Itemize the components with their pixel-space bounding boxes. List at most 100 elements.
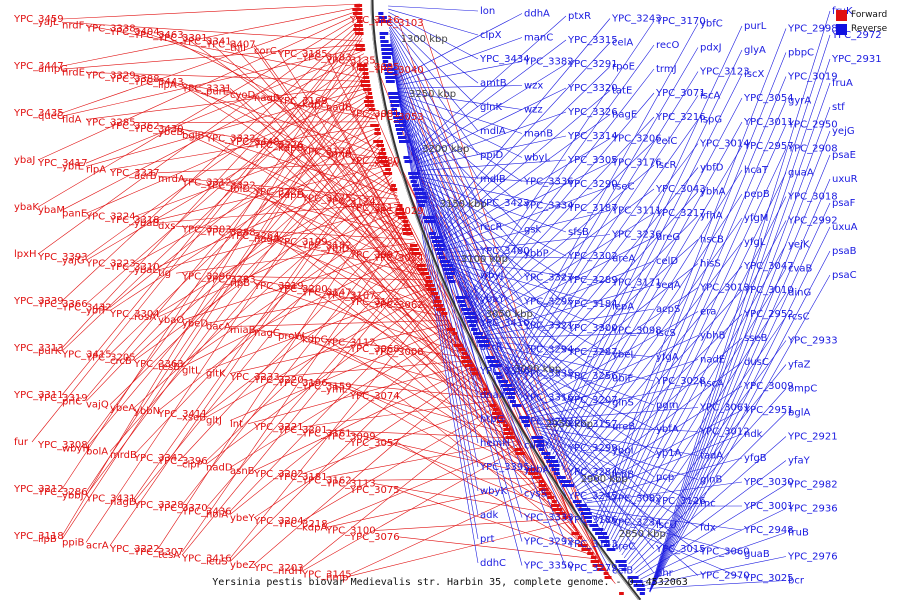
feature-label-forward[interactable]: YPC_3182 [301,240,352,251]
feature-label-forward[interactable]: acrA [86,541,109,552]
feature-label-reverse[interactable]: yejK [788,240,810,251]
feature-label-reverse[interactable]: YPC_3001 [743,501,794,512]
feature-label-forward[interactable]: ybaO [158,315,184,326]
feature-label-forward[interactable]: YPC_3329 [85,71,136,82]
feature-label-reverse[interactable]: nagE [612,110,637,121]
feature-label-forward[interactable]: nrdE [62,67,85,78]
feature-label-forward[interactable]: fur [14,437,29,448]
feature-label-reverse[interactable]: prt [480,534,494,545]
feature-label-forward[interactable]: YPC_3124 [325,197,376,208]
feature-label-reverse[interactable]: YPC_3126 [655,496,706,507]
feature-label-reverse[interactable]: YPC_2936 [787,504,838,515]
feature-label-reverse[interactable]: YPC_3170 [655,16,706,27]
feature-label-forward[interactable]: kdpA [302,522,327,533]
feature-label-forward[interactable]: ybeY [230,513,255,524]
feature-label-forward[interactable]: YPC_3407 [205,40,256,51]
feature-label-reverse[interactable]: guaB [744,549,770,560]
feature-label-reverse[interactable]: amtB [480,78,507,89]
feature-label-forward[interactable]: YPC_3417 [37,158,88,169]
feature-label-reverse[interactable]: lepA [612,302,634,313]
feature-label-reverse[interactable]: YPC_2998 [787,24,838,35]
feature-label-reverse[interactable]: YPC_3400 [479,246,530,257]
feature-label-forward[interactable]: YPC_3102 [349,297,400,308]
feature-label-reverse[interactable]: YPC_3292 [523,537,574,548]
feature-label-reverse[interactable]: YPC_3350 [523,561,574,572]
feature-label-reverse[interactable]: sseB [744,333,768,344]
feature-label-forward[interactable]: YPC_3411 [157,409,208,420]
feature-label-forward[interactable]: YPC_3416 [181,553,232,564]
feature-label-reverse[interactable]: ybaY [480,294,505,305]
feature-label-forward[interactable]: YPC_3396 [157,456,208,467]
feature-label-reverse[interactable]: YPC_3386 [479,366,530,377]
feature-label-reverse[interactable]: YPC_3290 [567,179,618,190]
feature-label-reverse[interactable]: YPC_3019 [787,72,838,83]
feature-label-reverse[interactable]: hcaT [744,165,769,176]
feature-label-reverse[interactable]: bglA [788,408,810,419]
feature-label-forward[interactable]: mrdB [110,450,137,461]
feature-label-reverse[interactable]: ureA [612,254,635,265]
feature-label-reverse[interactable]: tatE [612,86,632,97]
feature-label-reverse[interactable]: YPC_3184 [567,299,618,310]
feature-label-forward[interactable]: YPC_3080 [349,156,400,167]
feature-label-forward[interactable]: ybfE [62,161,84,172]
feature-label-reverse[interactable]: ompC [788,384,817,395]
feature-label-reverse[interactable]: YPC_3015 [655,544,706,555]
feature-label-reverse[interactable]: pcp [656,472,674,483]
feature-label-reverse[interactable]: YPC_2972 [831,30,882,41]
feature-label-reverse[interactable]: ybfA [656,424,679,435]
feature-label-reverse[interactable]: YPC_3434 [479,54,530,65]
feature-label-forward[interactable]: YPC_3312 [181,177,232,188]
feature-label-reverse[interactable]: sfsB [568,227,589,238]
feature-label-reverse[interactable]: YPC_3061 [699,403,750,414]
feature-label-reverse[interactable]: YPC_3176 [611,158,662,169]
feature-label-reverse[interactable]: glnB [700,475,722,486]
feature-label-reverse[interactable]: yejG [832,126,855,137]
feature-label-forward[interactable]: ybeA [110,403,135,414]
feature-label-reverse[interactable]: bcr [788,576,805,587]
feature-label-forward[interactable]: YPC_3296 [181,271,232,282]
feature-label-forward[interactable]: YPC_3223 [85,259,136,270]
feature-label-forward[interactable]: leuS [206,557,228,568]
feature-label-reverse[interactable]: YPC_3315 [567,35,618,46]
feature-label-forward[interactable]: YPC_3201 [277,425,328,436]
feature-label-reverse[interactable]: adk [480,510,498,521]
feature-label-reverse[interactable]: psaC [832,270,857,281]
feature-label-forward[interactable]: xseB [182,412,206,423]
feature-label-reverse[interactable]: YPC_3060 [699,547,750,558]
feature-label-forward[interactable]: YPC_3341 [181,36,232,47]
feature-label-forward[interactable]: YPC_3174 [301,146,352,157]
feature-label-reverse[interactable]: YPC_2992 [787,216,838,227]
feature-label-forward[interactable]: YPC_3322 [205,181,256,192]
feature-label-reverse[interactable]: uxuA [832,222,858,233]
feature-label-reverse[interactable]: rpoE [612,62,635,73]
feature-label-forward[interactable]: ybaM [38,205,65,216]
feature-label-forward[interactable]: purE [206,87,229,98]
feature-label-reverse[interactable]: gsk [524,225,542,236]
feature-label-reverse[interactable]: ybfC [700,19,723,30]
feature-label-forward[interactable]: YPC_3196 [277,378,328,389]
feature-label-reverse[interactable]: YPC_3207 [567,395,618,406]
feature-label-forward[interactable]: kdpC [302,334,327,345]
feature-label-reverse[interactable]: rcsC [788,312,810,323]
feature-label-reverse[interactable]: YPC_3334 [523,201,574,212]
feature-label-forward[interactable]: YPC_3228 [253,187,304,198]
feature-label-reverse[interactable]: wzx [524,81,543,92]
feature-label-forward[interactable]: YPC_3008 [373,347,424,358]
feature-label-reverse[interactable]: YPC_2933 [787,336,838,347]
feature-label-forward[interactable]: YPC_3318 [109,215,160,226]
feature-label-forward[interactable]: YPC_3081 [349,109,400,120]
feature-label-reverse[interactable]: cueR [524,441,549,452]
feature-label-reverse[interactable]: YPC_3018 [787,192,838,203]
feature-label-reverse[interactable]: ybfD [700,163,724,174]
feature-label-forward[interactable]: YPC_3062 [373,300,424,311]
feature-label-forward[interactable]: clpP [182,459,203,470]
feature-label-forward[interactable]: nadB [326,103,352,114]
feature-label-forward[interactable]: lpxH [14,249,37,260]
feature-label-reverse[interactable]: YPC_2951 [743,405,794,416]
feature-label-forward[interactable]: YPC_3224 [85,212,136,223]
feature-label-forward[interactable]: holA [206,510,228,521]
feature-label-reverse[interactable]: psaF [832,198,856,209]
feature-label-forward[interactable]: YPC_3304 [109,309,160,320]
feature-label-forward[interactable]: YPC_3200 [277,284,328,295]
feature-label-reverse[interactable]: YPC_3243 [611,14,662,25]
